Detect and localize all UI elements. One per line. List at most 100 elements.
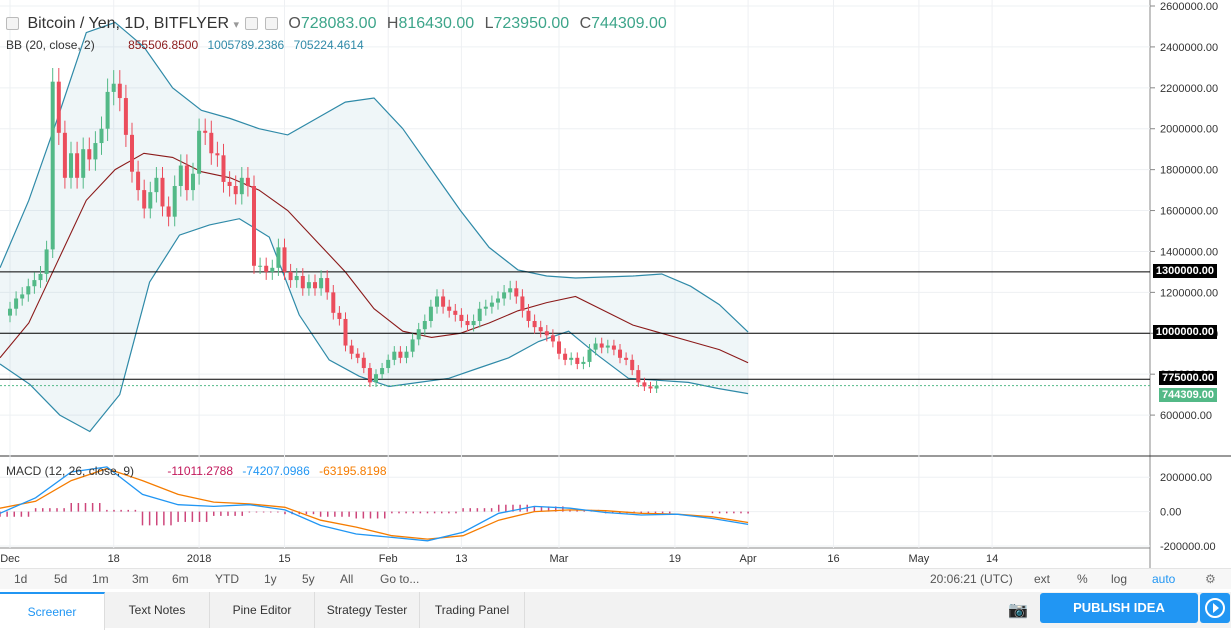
tf-5d[interactable]: 5d xyxy=(54,572,68,586)
candle-body xyxy=(306,282,311,289)
candle-body xyxy=(349,345,354,354)
candle-body xyxy=(87,149,92,160)
candle-body xyxy=(172,186,177,217)
price-tag-1300000: 1300000.00 xyxy=(1152,264,1217,278)
y-tick-label: 1200000.00 xyxy=(1160,287,1218,299)
low-value: 723950.00 xyxy=(493,15,570,32)
high-label: H xyxy=(386,15,399,32)
tf-6m[interactable]: 6m xyxy=(172,572,189,586)
tab-trading-panel[interactable]: Trading Panel xyxy=(420,592,525,628)
candle-body xyxy=(56,81,61,133)
auto-toggle[interactable]: auto xyxy=(1152,572,1176,586)
candle-body xyxy=(32,280,37,287)
ext-toggle[interactable]: ext xyxy=(1034,572,1051,586)
candle-body xyxy=(374,374,378,383)
candle-body xyxy=(496,298,500,303)
y-tick-label: 1800000.00 xyxy=(1160,165,1218,177)
tab-pine-editor[interactable]: Pine Editor xyxy=(210,592,315,628)
macd-hist-value: -11011.2788 xyxy=(167,464,234,478)
symbol-title[interactable]: Bitcoin / Yen, 1D, BITFLYER xyxy=(27,15,230,32)
candle-body xyxy=(422,321,427,330)
y-tick-label: 2400000.00 xyxy=(1160,42,1218,54)
tf-ytd[interactable]: YTD xyxy=(215,572,239,586)
x-tick-label: 14 xyxy=(986,553,998,565)
candle-body xyxy=(160,177,165,207)
candle-body xyxy=(441,296,446,307)
candle-body xyxy=(245,177,250,186)
bb-lower-value: 705224.4614 xyxy=(293,38,364,52)
candle-body xyxy=(252,186,256,266)
candle-body xyxy=(69,153,73,178)
macd-line-value: -74207.0986 xyxy=(242,464,310,478)
candle-body xyxy=(483,306,488,309)
candle-body xyxy=(618,349,622,358)
macd-label[interactable]: MACD (12, 26, close, 9) xyxy=(6,464,135,478)
close-value: 744309.00 xyxy=(591,15,667,32)
publish-idea-button[interactable]: PUBLISH IDEA xyxy=(1040,593,1198,623)
candle-body xyxy=(233,186,238,195)
candle-body xyxy=(258,265,263,267)
candle-body xyxy=(630,359,635,371)
candle-body xyxy=(14,298,19,309)
tab-strategy-tester[interactable]: Strategy Tester xyxy=(315,592,420,628)
tf-1d[interactable]: 1d xyxy=(14,572,28,586)
candle-body xyxy=(209,132,214,154)
candle-body xyxy=(294,276,299,281)
settings-icon[interactable] xyxy=(245,17,259,31)
candle-body xyxy=(270,267,275,272)
candle-body xyxy=(123,98,128,135)
candle-body xyxy=(380,368,385,375)
bb-upper-value: 1005789.2386 xyxy=(207,38,285,52)
x-tick-label: 19 xyxy=(669,553,681,565)
price-tag-775000: 775000.00 xyxy=(1159,371,1217,385)
candle-body xyxy=(154,177,159,193)
open-label: O xyxy=(288,15,301,32)
goto-date[interactable]: Go to... xyxy=(380,572,420,586)
macd-tick-label: 200000.00 xyxy=(1160,472,1212,484)
price-tag-last: 744309.00 xyxy=(1159,388,1217,402)
tab-screener[interactable]: Screener xyxy=(0,592,105,630)
candle-body xyxy=(44,249,49,274)
candle-body xyxy=(288,271,293,281)
tf-5y[interactable]: 5y xyxy=(302,572,315,586)
candle-body xyxy=(392,351,397,360)
log-toggle[interactable]: log xyxy=(1111,572,1128,586)
tf-1m[interactable]: 1m xyxy=(92,572,109,586)
candle-body xyxy=(575,357,580,364)
candle-body xyxy=(142,190,147,209)
price-chart[interactable]: 600000.00800000.001000000.001200000.0014… xyxy=(0,0,1231,568)
tf-1y[interactable]: 1y xyxy=(264,572,277,586)
candle-body xyxy=(642,382,647,387)
bb-basis-value: 855506.8500 xyxy=(128,38,199,52)
candle-body xyxy=(227,181,232,186)
gear-icon[interactable]: ⚙ xyxy=(1205,572,1216,586)
candle-body xyxy=(264,265,269,272)
candle-body xyxy=(416,329,421,340)
x-tick-label: Feb xyxy=(379,553,398,565)
candle-body xyxy=(404,351,409,358)
x-tick-label: 16 xyxy=(827,553,839,565)
candle-body xyxy=(99,128,104,144)
play-button[interactable] xyxy=(1200,593,1230,623)
x-tick-label: 18 xyxy=(108,553,120,565)
x-tick-label: Mar xyxy=(550,553,569,565)
high-value: 816430.00 xyxy=(398,15,475,32)
camera-icon[interactable]: 📷 xyxy=(1008,602,1028,619)
tab-text-notes[interactable]: Text Notes xyxy=(105,592,210,628)
bb-label[interactable]: BB (20, close, 2) xyxy=(6,38,95,52)
bb-fill xyxy=(0,22,749,432)
candle-body xyxy=(203,130,208,133)
clock: 20:06:21 (UTC) xyxy=(930,572,1013,586)
percent-toggle[interactable]: % xyxy=(1077,572,1088,586)
chevron-down-icon[interactable]: ▾ xyxy=(233,19,240,31)
tf-3m[interactable]: 3m xyxy=(132,572,149,586)
collapse-icon[interactable] xyxy=(6,17,19,31)
candle-body xyxy=(563,353,568,360)
eye-icon[interactable] xyxy=(264,17,278,31)
tf-all[interactable]: All xyxy=(340,572,354,586)
candle-body xyxy=(215,153,220,156)
candle-body xyxy=(367,368,372,383)
macd-tick-label: -200000.00 xyxy=(1160,541,1216,553)
candle-body xyxy=(178,165,183,186)
candle-body xyxy=(111,83,116,92)
